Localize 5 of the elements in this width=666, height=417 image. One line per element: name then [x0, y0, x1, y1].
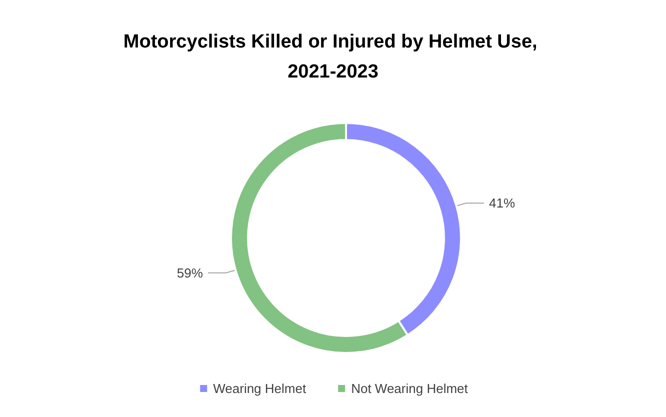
data-label: 59%	[176, 265, 204, 280]
data-label: 41%	[489, 196, 516, 211]
legend-label: Wearing Helmet	[213, 381, 306, 396]
legend-label: Not Wearing Helmet	[351, 381, 468, 396]
chart-title: Motorcyclists Killed or Injured by Helmet Use, 2021-2023	[123, 32, 543, 82]
